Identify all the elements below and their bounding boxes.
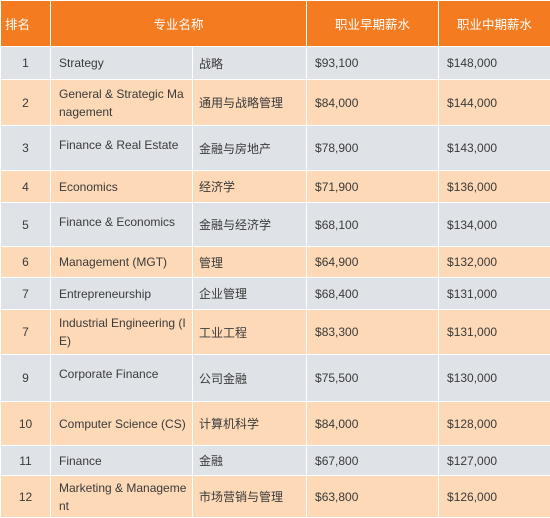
rank-cell: 6 <box>1 247 51 278</box>
table-row: 7 Industrial Engineering (IE) 工业工程 $83,3… <box>1 310 550 355</box>
major-en-cell: Management (MGT) <box>51 247 193 278</box>
early-salary-cell: $63,800 <box>307 476 439 518</box>
mid-salary-cell: $130,000 <box>439 355 550 402</box>
major-en-cell: Finance & Real Estate <box>51 126 193 171</box>
major-cn-cell: 金融与经济学 <box>193 203 307 247</box>
mid-salary-cell: $136,000 <box>439 171 550 203</box>
rank-cell: 12 <box>1 476 51 518</box>
early-salary-cell: $78,900 <box>307 126 439 171</box>
early-salary-cell: $93,100 <box>307 47 439 80</box>
early-salary-cell: $84,000 <box>307 402 439 446</box>
rank-cell: 5 <box>1 203 51 247</box>
major-en-cell: Industrial Engineering (IE) <box>51 310 193 355</box>
header-major: 专业名称 <box>51 1 307 47</box>
early-salary-cell: $68,100 <box>307 203 439 247</box>
major-cn-cell: 公司金融 <box>193 355 307 402</box>
major-en-cell: Strategy <box>51 47 193 80</box>
table-row: 3 Finance & Real Estate 金融与房地产 $78,900 $… <box>1 126 550 171</box>
table-row: 10 Computer Science (CS) 计算机科学 $84,000 $… <box>1 402 550 446</box>
major-cn-cell: 经济学 <box>193 171 307 203</box>
rank-cell: 2 <box>1 80 51 126</box>
early-salary-cell: $84,000 <box>307 80 439 126</box>
header-early-salary: 职业早期薪水 <box>307 1 439 47</box>
mid-salary-cell: $131,000 <box>439 310 550 355</box>
header-rank: 排名 <box>1 1 51 47</box>
mid-salary-cell: $126,000 <box>439 476 550 518</box>
major-cn-cell: 工业工程 <box>193 310 307 355</box>
early-salary-cell: $71,900 <box>307 171 439 203</box>
major-en-cell: Computer Science (CS) <box>51 402 193 446</box>
major-cn-cell: 金融与房地产 <box>193 126 307 171</box>
early-salary-cell: $67,800 <box>307 446 439 476</box>
mid-salary-cell: $131,000 <box>439 278 550 310</box>
early-salary-cell: $68,400 <box>307 278 439 310</box>
major-en-cell: Finance <box>51 446 193 476</box>
table-row: 12 Marketing & Management 市场营销与管理 $63,80… <box>1 476 550 518</box>
mid-salary-cell: $144,000 <box>439 80 550 126</box>
mid-salary-cell: $148,000 <box>439 47 550 80</box>
major-en-cell: Corporate Finance <box>51 355 193 402</box>
rank-cell: 9 <box>1 355 51 402</box>
rank-cell: 4 <box>1 171 51 203</box>
major-en-cell: Marketing & Management <box>51 476 193 518</box>
major-cn-cell: 企业管理 <box>193 278 307 310</box>
major-cn-cell: 管理 <box>193 247 307 278</box>
major-cn-cell: 通用与战略管理 <box>193 80 307 126</box>
table-row: 6 Management (MGT) 管理 $64,900 $132,000 <box>1 247 550 278</box>
major-en-cell: Finance & Economics <box>51 203 193 247</box>
mid-salary-cell: $127,000 <box>439 446 550 476</box>
mid-salary-cell: $128,000 <box>439 402 550 446</box>
major-cn-cell: 计算机科学 <box>193 402 307 446</box>
rank-cell: 11 <box>1 446 51 476</box>
major-cn-cell: 金融 <box>193 446 307 476</box>
table-row: 2 General & Strategic Management 通用与战略管理… <box>1 80 550 126</box>
major-en-cell: Entrepreneurship <box>51 278 193 310</box>
table-row: 1 Strategy 战略 $93,100 $148,000 <box>1 47 550 80</box>
rank-cell: 3 <box>1 126 51 171</box>
rank-cell: 7 <box>1 310 51 355</box>
table-row: 7 Entrepreneurship 企业管理 $68,400 $131,000 <box>1 278 550 310</box>
header-mid-salary: 职业中期薪水 <box>439 1 550 47</box>
table-row: 9 Corporate Finance 公司金融 $75,500 $130,00… <box>1 355 550 402</box>
mid-salary-cell: $134,000 <box>439 203 550 247</box>
table-row: 5 Finance & Economics 金融与经济学 $68,100 $13… <box>1 203 550 247</box>
major-cn-cell: 战略 <box>193 47 307 80</box>
early-salary-cell: $64,900 <box>307 247 439 278</box>
table-header-row: 排名 专业名称 职业早期薪水 职业中期薪水 <box>1 1 550 47</box>
table-row: 4 Economics 经济学 $71,900 $136,000 <box>1 171 550 203</box>
rank-cell: 10 <box>1 402 51 446</box>
early-salary-cell: $83,300 <box>307 310 439 355</box>
rank-cell: 1 <box>1 47 51 80</box>
major-cn-cell: 市场营销与管理 <box>193 476 307 518</box>
table-row: 11 Finance 金融 $67,800 $127,000 <box>1 446 550 476</box>
rank-cell: 7 <box>1 278 51 310</box>
mid-salary-cell: $143,000 <box>439 126 550 171</box>
major-en-cell: Economics <box>51 171 193 203</box>
major-en-cell: General & Strategic Management <box>51 80 193 126</box>
early-salary-cell: $75,500 <box>307 355 439 402</box>
mid-salary-cell: $132,000 <box>439 247 550 278</box>
